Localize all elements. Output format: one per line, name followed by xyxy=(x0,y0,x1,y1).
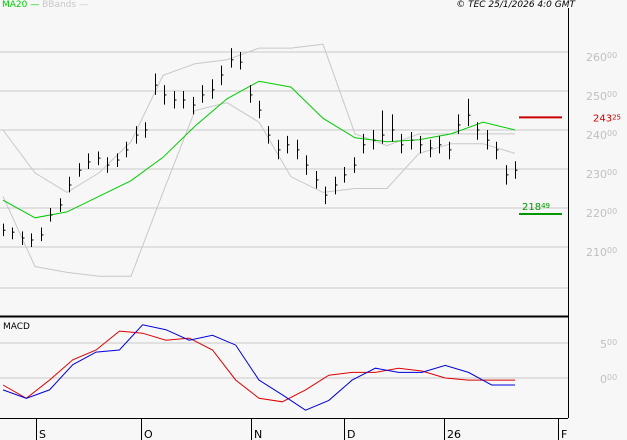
price-bar xyxy=(117,153,120,168)
legend-bbands-swatch: — xyxy=(76,0,88,10)
x-tick-label: D xyxy=(347,428,355,440)
price-bar xyxy=(430,139,433,158)
price-bar xyxy=(515,161,518,179)
macd-title: MACD xyxy=(3,322,30,332)
chart-legend: MA20 — BBands — xyxy=(2,0,88,10)
price-bar xyxy=(126,141,129,158)
macd-line xyxy=(2,324,515,411)
y-tick-label: 24000 xyxy=(586,129,617,142)
price-bar xyxy=(411,131,414,150)
price-bar xyxy=(60,198,63,212)
y-tick-label: 22000 xyxy=(586,207,617,220)
price-bar xyxy=(164,85,167,105)
price-bar xyxy=(373,130,376,150)
price-bar xyxy=(231,48,234,68)
price-bar xyxy=(88,153,91,169)
y-tick-label: 21000 xyxy=(586,246,617,259)
price-bar xyxy=(420,135,423,154)
price-bar xyxy=(392,114,395,142)
x-tick-label: S xyxy=(39,428,46,440)
price-bar xyxy=(107,157,110,173)
x-tick-label: F xyxy=(561,428,567,440)
price-bar xyxy=(487,130,490,150)
price-bar xyxy=(306,155,309,175)
price-bar xyxy=(382,110,385,144)
price-bar xyxy=(212,79,215,99)
price-bar xyxy=(202,85,205,103)
price-bar xyxy=(221,65,224,86)
price-bar xyxy=(449,141,452,160)
x-tick-label: O xyxy=(144,428,153,440)
level-label: 24325 xyxy=(593,113,621,124)
bband-upper-line xyxy=(2,43,515,193)
price-bar xyxy=(363,133,366,154)
x-tick-label: N xyxy=(254,428,262,440)
legend-ma20-swatch: — xyxy=(27,0,43,10)
price-bar xyxy=(316,170,319,189)
y-tick-label: 000 xyxy=(600,373,617,386)
legend-ma20: MA20 xyxy=(2,0,28,10)
price-bar xyxy=(22,231,25,246)
price-bar xyxy=(12,227,15,240)
price-bar xyxy=(297,139,300,160)
ma20-line xyxy=(2,80,516,219)
price-bar xyxy=(335,176,338,195)
price-bar xyxy=(496,141,499,160)
y-tick-label: 26000 xyxy=(586,51,617,64)
price-bar xyxy=(287,135,290,154)
price-bar xyxy=(240,52,243,70)
price-bar xyxy=(506,165,509,185)
y-tick-label: 25000 xyxy=(586,90,617,103)
price-bar xyxy=(278,139,281,160)
price-bar xyxy=(136,126,139,144)
price-bar xyxy=(477,122,480,140)
price-bar xyxy=(174,91,177,109)
x-tick-label: 26 xyxy=(447,428,461,440)
macd-signal-line xyxy=(2,330,515,403)
price-bar xyxy=(50,208,53,222)
y-tick-label: 500 xyxy=(600,338,617,351)
price-bar xyxy=(145,122,148,138)
price-bar xyxy=(79,163,82,177)
price-bar xyxy=(325,186,328,205)
price-bar xyxy=(250,85,253,103)
price-bar xyxy=(468,98,471,127)
price-bar xyxy=(193,96,196,115)
price-bar xyxy=(439,135,442,154)
price-bar xyxy=(458,114,461,134)
bband-lower-line xyxy=(2,102,516,277)
price-bar xyxy=(259,100,262,119)
copyright-timestamp: © TEC 25/1/2026 4:0 GMT xyxy=(456,0,575,10)
price-bar xyxy=(155,73,158,95)
price-bar xyxy=(31,233,34,247)
y-tick-label: 23000 xyxy=(586,168,617,181)
price-bar xyxy=(354,157,357,173)
legend-bbands: BBands xyxy=(42,0,77,10)
price-bar xyxy=(344,167,347,183)
price-bar xyxy=(401,133,404,154)
price-bar xyxy=(183,91,186,109)
level-label: 21849 xyxy=(522,202,550,213)
price-bar xyxy=(3,223,6,237)
price-bar xyxy=(268,126,271,144)
price-bar xyxy=(41,227,44,242)
price-bar xyxy=(98,151,101,166)
price-bar xyxy=(69,176,72,193)
